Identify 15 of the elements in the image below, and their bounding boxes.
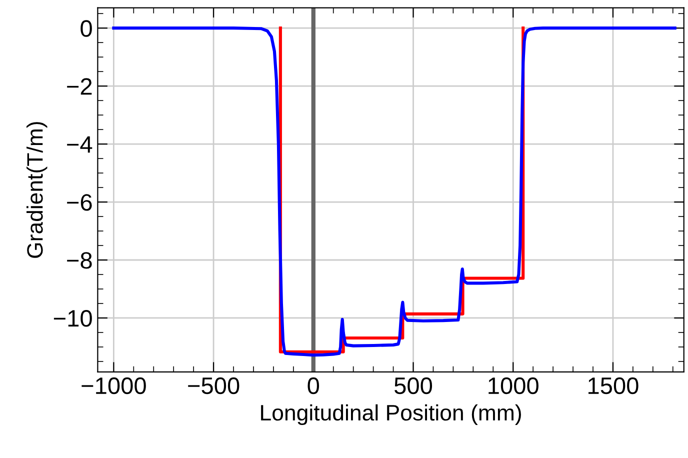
x-tick-label: 500 — [394, 377, 432, 394]
y-tick-label: −6 — [67, 194, 92, 211]
y-axis-title: Gradient(T/m) — [26, 122, 48, 258]
y-tick-label: −8 — [67, 252, 92, 269]
x-tick-label: 0 — [308, 377, 320, 394]
x-tick-label: −500 — [188, 377, 240, 394]
line-series — [112, 26, 676, 357]
x-tick-label: 1500 — [588, 377, 638, 394]
x-axis-title: Longitudinal Position (mm) — [261, 404, 521, 426]
y-tick-label: −4 — [67, 136, 92, 153]
x-tick-label: 1000 — [488, 377, 538, 394]
y-tick-label: 0 — [80, 20, 92, 37]
y-tick-label: −2 — [67, 78, 92, 95]
x-tick-label: −1000 — [82, 377, 146, 394]
y-tick-label: −10 — [54, 310, 92, 327]
